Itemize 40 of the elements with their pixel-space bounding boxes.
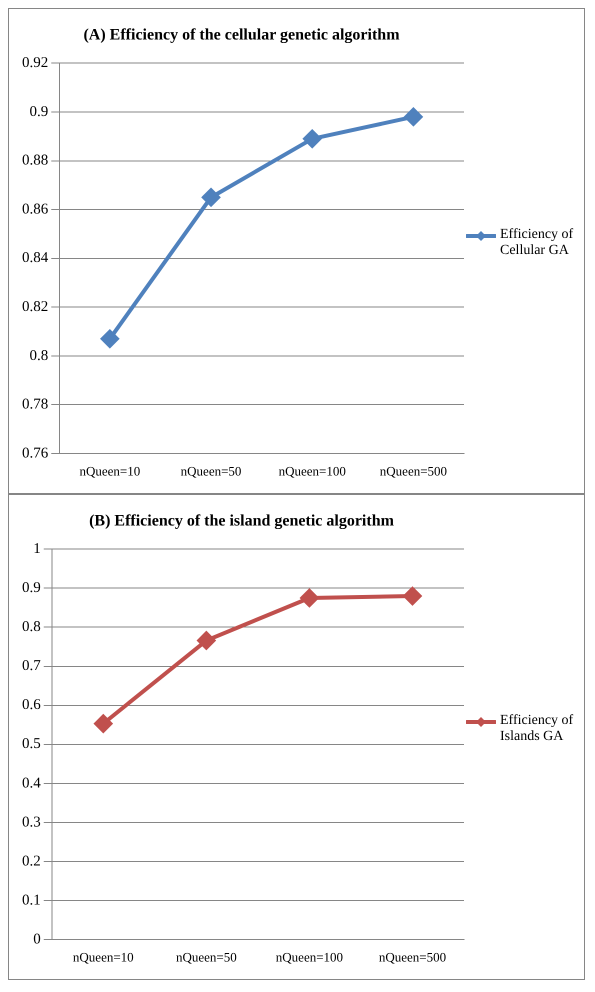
legend-label: Efficiency of Islands GA (500, 712, 574, 745)
y-tick-label: 0.9 (22, 580, 41, 596)
x-tick-label: nQueen=500 (380, 464, 448, 479)
x-tick-label: nQueen=50 (176, 950, 237, 965)
y-tick-label: 0.5 (22, 736, 41, 752)
x-tick-label: nQueen=500 (378, 950, 446, 965)
chart-title: (A) Efficiency of the cellular genetic algorithm (83, 26, 400, 44)
y-tick-label: 0.8 (30, 348, 48, 364)
x-tick-label: nQueen=10 (79, 464, 140, 479)
y-tick-label: 0.78 (22, 396, 48, 413)
point (300, 588, 318, 607)
x-tick-label: nQueen=50 (180, 464, 242, 479)
x-tick-label: nQueen=10 (72, 950, 134, 965)
y-tick-label: 1 (33, 541, 41, 558)
point (94, 714, 112, 733)
y-tick-label: 0.8 (22, 619, 41, 636)
chart-title: (B) Efficiency of the island genetic algorithm (89, 512, 395, 530)
point (404, 108, 422, 126)
point (202, 188, 220, 206)
point (197, 632, 216, 650)
y-tick-label: 0.3 (22, 814, 41, 830)
y-tick-label: 0.1 (22, 892, 41, 908)
y-tick-label: 0.92 (22, 55, 48, 72)
y-tick-label: 0.84 (22, 250, 49, 266)
y-tick-label: 0.4 (22, 775, 42, 792)
y-tick-label: 0.76 (22, 445, 49, 462)
x-tick-label: nQueen=100 (278, 464, 346, 479)
y-tick-label: 0.7 (22, 658, 42, 674)
y-tick-label: 0.2 (22, 853, 41, 870)
y-tick-label: 0.6 (22, 697, 42, 714)
y-tick-label: 0.88 (22, 152, 48, 169)
point (303, 130, 322, 148)
x-tick-label: nQueen=100 (276, 950, 344, 965)
y-tick-label: 0.9 (30, 104, 48, 120)
point (100, 330, 119, 348)
legend-label: Efficiency of Cellular GA (500, 226, 574, 259)
y-tick-label: 0 (33, 931, 41, 948)
y-tick-label: 0.86 (22, 201, 49, 218)
y-tick-label: 0.82 (22, 299, 48, 316)
point (403, 587, 422, 606)
